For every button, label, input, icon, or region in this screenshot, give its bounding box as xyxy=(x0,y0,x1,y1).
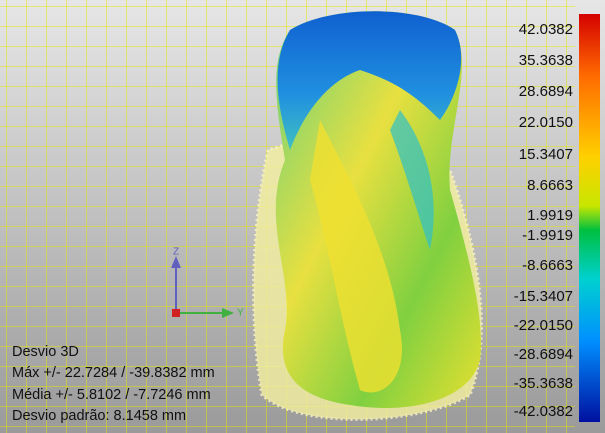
scale-label: 8.6663 xyxy=(527,177,573,194)
scale-label: -35.3638 xyxy=(514,375,573,392)
scale-label: -8.6663 xyxy=(522,257,573,274)
scale-label: -1.9919 xyxy=(522,227,573,244)
stats-max: Máx +/- 22.7284 / -39.8382 mm xyxy=(12,365,215,381)
scale-label: 1.9919 xyxy=(527,207,573,224)
viewport: 42.0382 35.3638 28.6894 22.0150 15.3407 8.666… xyxy=(0,0,605,433)
origin xyxy=(172,309,180,317)
scale-label: -42.0382 xyxy=(514,403,573,420)
y-label: Y xyxy=(237,308,244,319)
z-label: Z xyxy=(173,247,179,258)
scale-label: 28.6894 xyxy=(519,83,573,100)
scale-label: 22.0150 xyxy=(519,114,573,131)
scale-label: -22.0150 xyxy=(514,317,573,334)
scale-label: 42.0382 xyxy=(519,21,573,38)
scale-label: 35.3638 xyxy=(519,52,573,69)
scale-label: -15.3407 xyxy=(514,288,573,305)
color-bar xyxy=(579,14,600,422)
scale-label: -28.6894 xyxy=(514,346,573,363)
scale-label: 15.3407 xyxy=(519,146,573,163)
stats-mean: Média +/- 5.8102 / -7.7246 mm xyxy=(12,387,211,403)
stats-title: Desvio 3D xyxy=(12,344,79,360)
stats-std: Desvio padrão: 8.1458 mm xyxy=(12,408,186,424)
